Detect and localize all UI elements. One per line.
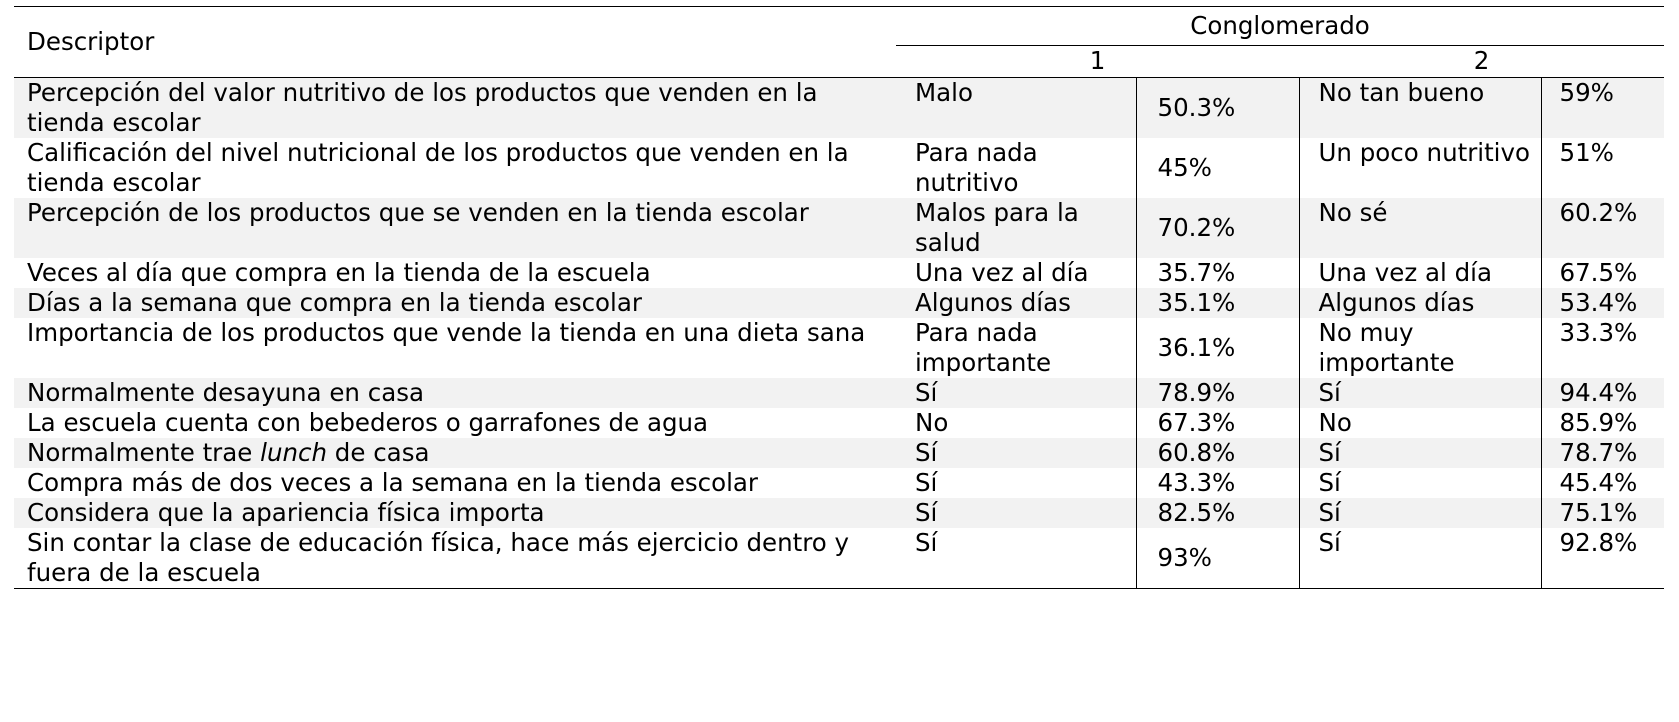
descriptor-cell: Compra más de dos veces a la semana en l… — [27, 468, 759, 497]
cluster-1-percent: 43.3% — [1135, 468, 1299, 498]
cluster-1-value: Para nada nutritivo — [915, 138, 1038, 197]
cluster-2-percent: 85.9% — [1540, 408, 1665, 438]
table-row: Calificación del nivel nutricional de lo… — [14, 138, 1665, 198]
cluster-1-value: Sí — [915, 468, 938, 497]
cluster-1-value: Sí — [896, 438, 1136, 468]
cluster-1-value: Para nada importante — [915, 318, 1052, 377]
cluster-1-percent: 82.5% — [1135, 498, 1299, 528]
cluster-2-percent: 67.5% — [1540, 258, 1665, 288]
cluster-1-value: Algunos días — [896, 288, 1136, 318]
cluster-2-value: No tan bueno — [1298, 77, 1541, 138]
descriptor-cell: Veces al día que compra en la tienda de … — [27, 258, 651, 287]
descriptor-cell: Percepción de los productos que se vende… — [14, 198, 896, 258]
cluster-2-percent: 75.1% — [1540, 498, 1665, 528]
descriptor-text-pre: Normalmente trae — [27, 438, 261, 467]
table-row: Normalmente desayuna en casa Sí 78.9% Sí… — [14, 378, 1665, 408]
cluster-2-value: Una vez al día — [1298, 258, 1541, 288]
cluster-2-percent: 94.4% — [1540, 378, 1665, 408]
cluster-2-value: Sí — [1298, 438, 1541, 468]
descriptor-cell: La escuela cuenta con bebederos o garraf… — [27, 408, 709, 437]
descriptor-cell: Días a la semana que compra en la tienda… — [14, 288, 896, 318]
descriptor-cell: Sin contar la clase de educación física,… — [14, 528, 896, 589]
table-row: Considera que la apariencia física impor… — [14, 498, 1665, 528]
cluster-2-percent: 60.2% — [1540, 198, 1665, 258]
cluster-2-percent: 92.8% — [1540, 528, 1665, 589]
cluster-2-value: Sí — [1298, 498, 1541, 528]
cluster-1-percent: 78.9% — [1135, 378, 1299, 408]
descriptor-cell: Importancia de los productos que vende l… — [27, 318, 866, 347]
cluster-2-value: Sí — [1298, 468, 1541, 498]
cluster-2-percent: 51% — [1540, 138, 1665, 198]
cluster-2-percent: 53.4% — [1540, 288, 1665, 318]
table-row: Percepción del valor nutritivo de los pr… — [14, 77, 1665, 138]
cluster-1-value: Malos para la salud — [896, 198, 1136, 258]
cluster-2-percent: 78.7% — [1540, 438, 1665, 468]
cluster-1-value: Sí — [896, 378, 1136, 408]
cluster-2-value: No muy importante — [1298, 318, 1541, 378]
descriptor-header: Descriptor — [14, 6, 896, 78]
cluster-1-percent: 35.1% — [1135, 288, 1299, 318]
cluster-1-percent: 35.7% — [1135, 258, 1299, 288]
cluster-2-value: Algunos días — [1298, 288, 1541, 318]
cluster-1-percent: 67.3% — [1135, 408, 1299, 438]
cluster-2-value: No sé — [1298, 198, 1541, 258]
descriptor-text-italic: lunch — [260, 438, 328, 467]
cluster-2-value: Sí — [1298, 528, 1541, 589]
cluster-1-value: Malo — [896, 77, 1136, 138]
descriptor-cell: Normalmente trae lunch de casa — [14, 438, 896, 468]
cluster-1-percent: 50.3% — [1135, 77, 1299, 138]
cluster-2-value: Sí — [1298, 378, 1541, 408]
cluster-1-value: Una vez al día — [915, 258, 1089, 287]
cluster-2-percent: 45.4% — [1540, 468, 1665, 498]
cluster-1-percent: 70.2% — [1135, 198, 1299, 258]
descriptor-cell: Normalmente desayuna en casa — [14, 378, 896, 408]
cluster-1-percent: 93% — [1135, 528, 1299, 589]
descriptor-cell: Percepción del valor nutritivo de los pr… — [14, 77, 896, 138]
cluster-2-percent: 33.3% — [1540, 318, 1665, 378]
cluster-1-value: No — [915, 408, 949, 437]
descriptor-cell: Calificación del nivel nutricional de lo… — [27, 138, 849, 197]
cluster-1-percent: 45% — [1135, 138, 1299, 198]
table-row: Normalmente trae lunch de casa Sí 60.8% … — [14, 438, 1665, 468]
cluster-1-value: Sí — [896, 498, 1136, 528]
table-row: Percepción de los productos que se vende… — [14, 198, 1665, 258]
cluster-2-value: No — [1298, 408, 1541, 438]
descriptor-text-post: de casa — [327, 438, 430, 467]
table-row: Sin contar la clase de educación física,… — [14, 528, 1665, 589]
cluster-2-percent: 59% — [1540, 77, 1665, 138]
cluster-2-value: Un poco nutritivo — [1298, 138, 1541, 198]
conglomerado-header: Conglomerado — [896, 6, 1665, 46]
descriptor-cell: Considera que la apariencia física impor… — [14, 498, 896, 528]
header-row-top: Descriptor Conglomerado — [14, 6, 1665, 78]
header-row-clusters: 1 2 — [14, 45, 1665, 79]
table-row: Compra más de dos veces a la semana en l… — [14, 468, 1665, 498]
cluster-2-header: 2 — [1299, 45, 1665, 79]
table-row: Veces al día que compra en la tienda de … — [14, 258, 1665, 288]
table-row: La escuela cuenta con bebederos o garraf… — [14, 408, 1665, 438]
table-row: Importancia de los productos que vende l… — [14, 318, 1665, 378]
table-row: Días a la semana que compra en la tienda… — [14, 288, 1665, 318]
cluster-descriptor-table: Descriptor Conglomerado 1 2 Percepción d… — [14, 6, 1665, 589]
cluster-table-container: Descriptor Conglomerado 1 2 Percepción d… — [14, 6, 1665, 589]
cluster-1-percent: 60.8% — [1135, 438, 1299, 468]
cluster-1-percent: 36.1% — [1135, 318, 1299, 378]
cluster-1-header: 1 — [896, 45, 1299, 79]
cluster-1-value: Sí — [896, 528, 1136, 589]
